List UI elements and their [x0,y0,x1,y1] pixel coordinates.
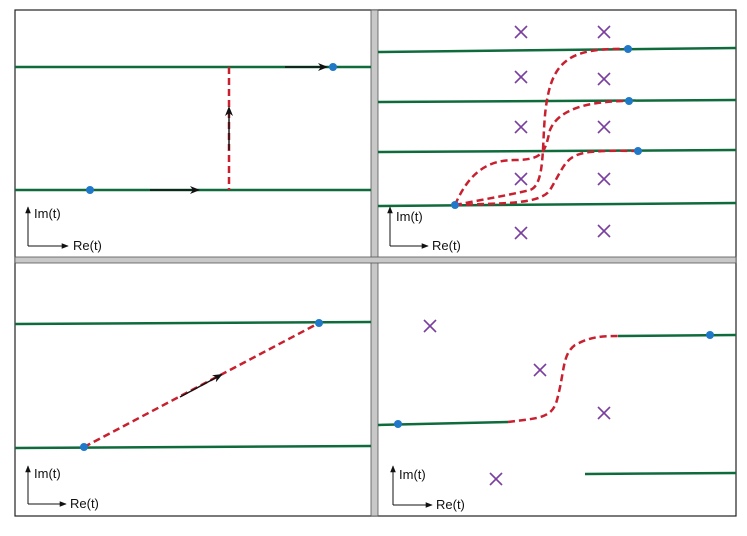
contour-line-upper [14,320,372,326]
pole-marker [489,472,503,486]
panel-bottom-right: Im(t) Re(t) [377,319,737,512]
panel-top-left: Im(t) Re(t) [15,63,371,253]
pole-marker [597,25,611,39]
panel-top-right: Im(t) Re(t) [377,25,737,253]
axes-indicator: Im(t) Re(t) [25,206,102,253]
panel-bottom-left: Im(t) Re(t) [14,319,372,511]
horizontal-divider [14,256,737,264]
contour-line-2 [377,98,737,104]
pole-marker [423,319,437,333]
start-point [394,420,402,428]
pole-marker [597,72,611,86]
start-point [451,201,459,209]
pole-marker [597,224,611,238]
imaginary-axis-label: Im(t) [34,466,61,481]
arrow-diagonal [179,374,223,398]
contour-line-lower [14,444,372,450]
pole-marker [514,25,528,39]
imaginary-axis-label: Im(t) [34,206,61,221]
real-axis-label: Re(t) [73,238,102,253]
contour-line-3 [377,148,737,154]
pole-marker [597,172,611,186]
axes-indicator: Im(t) Re(t) [25,465,99,511]
pole-marker [514,70,528,84]
contour-line-4 [377,201,737,208]
pole-marker [597,120,611,134]
pole-marker [597,406,611,420]
pole-marker [514,172,528,186]
contour-line-right-upper [617,333,737,338]
end-point-2 [625,97,633,105]
pole-marker [514,120,528,134]
start-point [80,443,88,451]
end-point-3 [634,147,642,155]
end-point [315,319,323,327]
pole-markers [514,25,611,240]
contour-line-right-lower [584,471,737,476]
contour-line-1 [377,46,737,54]
axes-indicator: Im(t) Re(t) [390,465,465,512]
start-point [86,186,94,194]
dashed-path-2 [453,99,630,206]
end-point-1 [624,45,632,53]
pole-marker [514,226,528,240]
pole-marker [533,363,547,377]
s-shaped-dashed-path [507,334,619,424]
axes-indicator: Im(t) Re(t) [387,206,461,253]
pole-markers [423,319,611,486]
real-axis-label: Re(t) [432,238,461,253]
real-axis-label: Re(t) [436,497,465,512]
real-axis-label: Re(t) [70,496,99,511]
imaginary-axis-label: Im(t) [396,209,423,224]
end-point [329,63,337,71]
imaginary-axis-label: Im(t) [399,467,426,482]
dashed-path-1 [454,47,629,207]
end-point [706,331,714,339]
dashed-path-3 [454,149,639,207]
